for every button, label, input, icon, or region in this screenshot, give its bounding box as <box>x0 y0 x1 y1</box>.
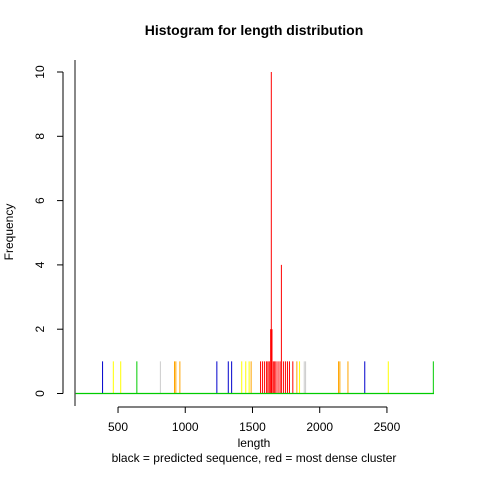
histogram-bars <box>74 60 434 406</box>
chart-axes: 0 2 4 6 8 10 500 1000 1500 2000 2500 <box>33 65 400 434</box>
x-tick-label: 500 <box>108 420 128 434</box>
x-tick-label: 1000 <box>172 420 199 434</box>
x-axis-label: length <box>238 436 271 450</box>
y-tick-label: 2 <box>33 326 47 333</box>
x-tick-label: 2500 <box>374 420 401 434</box>
y-tick-label: 6 <box>33 197 47 204</box>
y-tick-label: 10 <box>33 65 47 79</box>
y-tick-label: 8 <box>33 133 47 140</box>
y-tick-label: 4 <box>33 261 47 268</box>
chart-subtitle: black = predicted sequence, red = most d… <box>112 451 397 465</box>
y-tick-label: 0 <box>33 390 47 397</box>
chart-title: Histogram for length distribution <box>145 22 364 38</box>
y-axis-label: Frequency <box>2 204 16 261</box>
x-tick-label: 1500 <box>239 420 266 434</box>
x-tick-label: 2000 <box>306 420 333 434</box>
